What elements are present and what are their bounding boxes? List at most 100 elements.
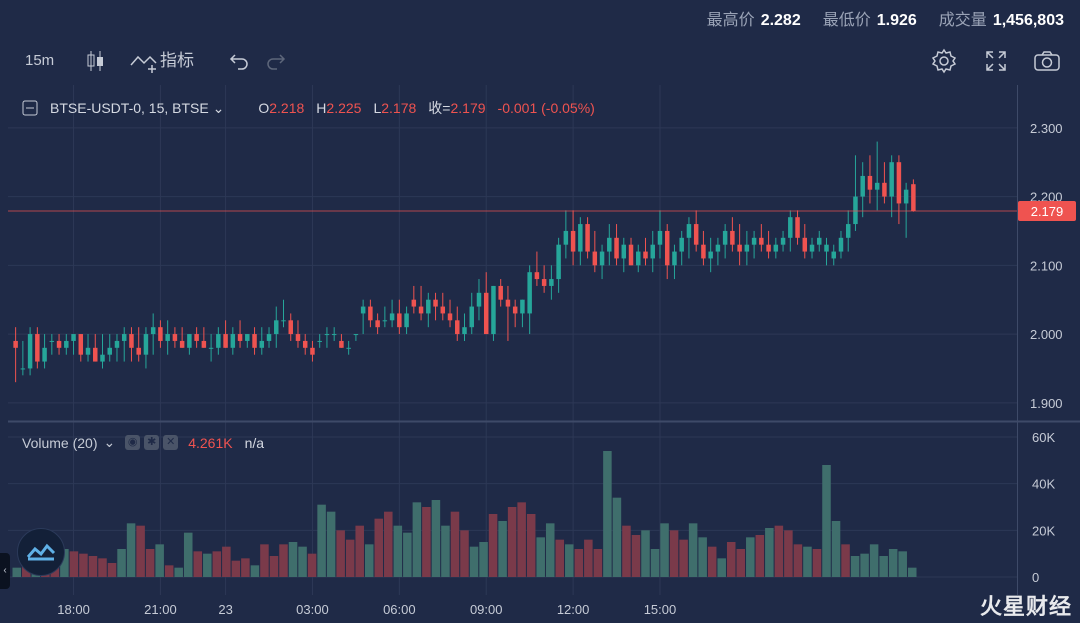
time-tick-label: 06:00	[383, 602, 416, 617]
volume-bar	[850, 556, 860, 577]
candle	[817, 230, 822, 252]
candle	[469, 292, 474, 335]
volume-bar	[136, 525, 145, 577]
candle	[455, 306, 460, 341]
candle	[71, 334, 76, 355]
indicators-button[interactable]: 指标	[130, 44, 194, 78]
candle-body	[621, 244, 627, 259]
candle-body	[701, 244, 706, 259]
candle-body	[35, 334, 40, 362]
volume-legend: Volume (20) ⌄ ◉ ✱ ✕ 4.261K n/a	[22, 434, 264, 451]
candle	[158, 320, 163, 348]
volume-bar	[183, 532, 193, 577]
candle-body	[824, 244, 829, 252]
chevron-down-icon[interactable]: ⌄	[103, 434, 116, 450]
volume-bar	[803, 546, 812, 577]
close-icon[interactable]: ✕	[163, 435, 179, 450]
undo-icon[interactable]	[229, 44, 249, 78]
volume-bar	[269, 556, 279, 577]
candle	[245, 334, 250, 348]
volume-bar	[555, 539, 565, 577]
price-tick-label: 2.100	[1030, 258, 1063, 273]
candle	[585, 217, 590, 259]
volume-bar	[879, 556, 888, 577]
volume-bar	[326, 511, 336, 577]
volume-bar	[412, 502, 422, 577]
volume-bar	[822, 465, 831, 577]
side-panel-toggle[interactable]: ‹	[0, 553, 10, 589]
volume-bar	[536, 537, 545, 577]
volume-bar	[364, 544, 374, 577]
candle-body	[114, 340, 120, 348]
time-tick-label: 23	[218, 602, 232, 617]
candle	[259, 327, 265, 355]
candle	[129, 327, 134, 362]
candle-body	[636, 251, 641, 266]
candlestick-icon[interactable]	[86, 44, 106, 78]
candle	[179, 327, 185, 348]
volume-bar	[117, 549, 126, 577]
candle	[889, 155, 894, 218]
settings-icon[interactable]	[931, 44, 957, 78]
candle	[382, 306, 388, 328]
low-label: L	[373, 100, 382, 116]
legend-open: O2.218	[258, 100, 304, 116]
candle	[114, 334, 120, 362]
candle-body	[476, 292, 482, 307]
candle	[281, 299, 286, 328]
candle-body	[245, 334, 250, 341]
time-tick-label: 21:00	[144, 602, 177, 617]
candle	[534, 251, 540, 286]
redo-icon[interactable]	[266, 44, 286, 78]
volume-bar	[126, 523, 136, 577]
candle	[520, 299, 525, 328]
symbol-selector[interactable]: BTSE-USDT-0, 15, BTSE ⌄	[50, 100, 224, 117]
candle-body	[455, 320, 460, 335]
volume-bar	[784, 530, 793, 577]
candle-body	[85, 347, 91, 355]
camera-icon[interactable]	[1033, 44, 1061, 78]
candle	[614, 224, 619, 266]
candle	[331, 327, 337, 341]
volume-bar	[107, 563, 117, 577]
gear-icon[interactable]: ✱	[144, 435, 160, 450]
open-value: 2.218	[269, 100, 305, 116]
price-tick-label: 2.300	[1030, 121, 1063, 136]
candle-body	[679, 237, 684, 252]
candle-body	[382, 320, 388, 322]
candle	[85, 334, 91, 362]
volume-bar	[422, 507, 431, 577]
candle-body	[150, 327, 156, 335]
candle	[527, 265, 532, 335]
candle-body	[360, 306, 366, 314]
candle-body	[730, 230, 735, 245]
fullscreen-icon[interactable]	[985, 44, 1007, 78]
candle-body	[56, 340, 62, 348]
volume-bar	[355, 525, 364, 577]
candle	[867, 155, 873, 204]
stat-high-value: 2.282	[760, 12, 801, 29]
legend-low: L2.178	[373, 100, 416, 116]
candle-body	[93, 347, 98, 362]
volume-bar	[393, 525, 403, 577]
volume-bars	[12, 451, 917, 577]
eye-icon[interactable]: ◉	[125, 435, 141, 450]
candle	[730, 217, 735, 252]
volume-bar	[736, 549, 746, 577]
interval-button[interactable]: 15m	[25, 52, 55, 69]
volume-bar	[450, 511, 460, 577]
candle-body	[331, 334, 337, 336]
stat-volume-value: 1,456,803	[992, 12, 1064, 29]
candle	[42, 334, 47, 369]
last-price-label: 2.179	[1031, 204, 1064, 219]
time-tick-label: 15:00	[644, 602, 677, 617]
candle-body	[317, 340, 322, 342]
collapse-icon[interactable]	[22, 100, 38, 116]
volume-bar	[584, 539, 593, 577]
candle-body	[281, 320, 286, 322]
low-value: 2.178	[381, 100, 417, 116]
volume-study-label[interactable]: Volume (20)	[22, 434, 98, 451]
series-legend: BTSE-USDT-0, 15, BTSE ⌄ O2.218 H2.225 L2…	[22, 98, 595, 118]
candle	[476, 279, 482, 321]
